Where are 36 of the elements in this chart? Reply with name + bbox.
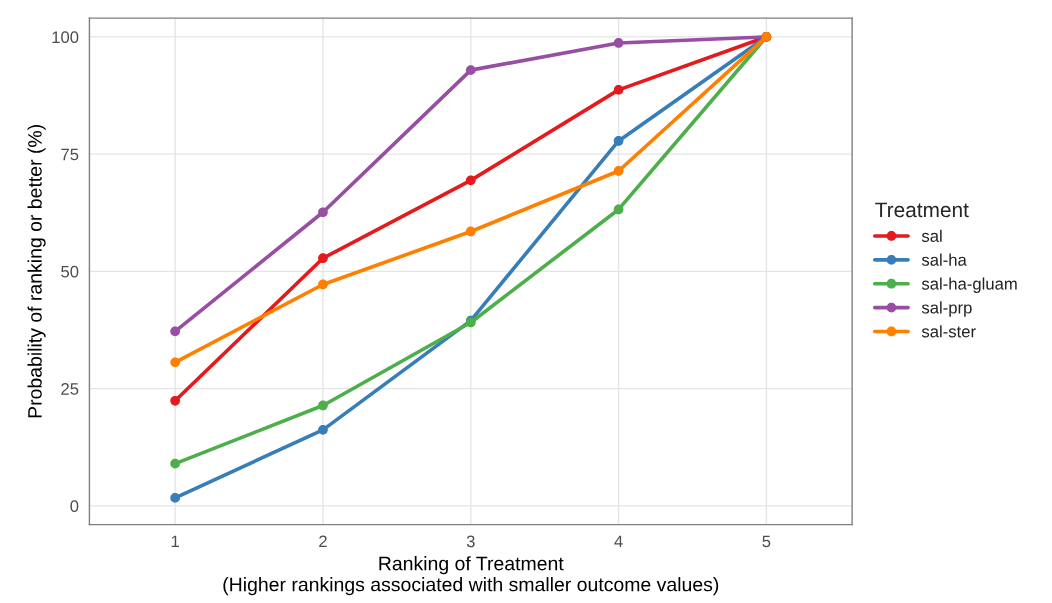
x-tick-label: 3 bbox=[466, 535, 475, 548]
point bbox=[170, 357, 181, 368]
x-axis-title: Ranking of Treatment (Higher rankings associated with smaller outcome values) bbox=[223, 556, 719, 596]
legend-label: sal-ha-gluam bbox=[921, 277, 1017, 293]
legend-label: sal-ster bbox=[921, 325, 976, 338]
y-tick-label: 0 bbox=[70, 500, 79, 513]
point bbox=[170, 458, 181, 469]
y-tick-label: 50 bbox=[61, 265, 79, 278]
point bbox=[613, 84, 624, 95]
point bbox=[318, 279, 328, 290]
point bbox=[318, 425, 328, 435]
point bbox=[465, 226, 476, 237]
point bbox=[465, 175, 476, 186]
point bbox=[318, 400, 328, 411]
point bbox=[613, 38, 624, 48]
y-tick-label: 25 bbox=[61, 383, 79, 395]
legend-label: sal-ha bbox=[921, 253, 967, 266]
legend-title: Treatment bbox=[875, 202, 969, 218]
x-tick-label: 5 bbox=[762, 535, 771, 548]
y-tick-label: 100 bbox=[52, 31, 79, 44]
point bbox=[613, 204, 624, 215]
point bbox=[318, 253, 328, 264]
legend-label: sal-prp bbox=[921, 301, 972, 317]
x-tick-label: 1 bbox=[171, 535, 179, 548]
x-tick-label: 2 bbox=[319, 535, 327, 548]
point bbox=[170, 326, 181, 337]
y-tick-label: 75 bbox=[61, 148, 79, 161]
point bbox=[170, 395, 181, 406]
y-axis-title: Probability of ranking or better (%) bbox=[27, 125, 46, 418]
point bbox=[170, 493, 181, 503]
point bbox=[613, 166, 624, 176]
x-tick-label: 4 bbox=[614, 535, 623, 548]
point bbox=[465, 65, 476, 76]
legend-label: sal bbox=[921, 229, 942, 242]
point bbox=[613, 136, 624, 146]
point bbox=[318, 207, 328, 218]
